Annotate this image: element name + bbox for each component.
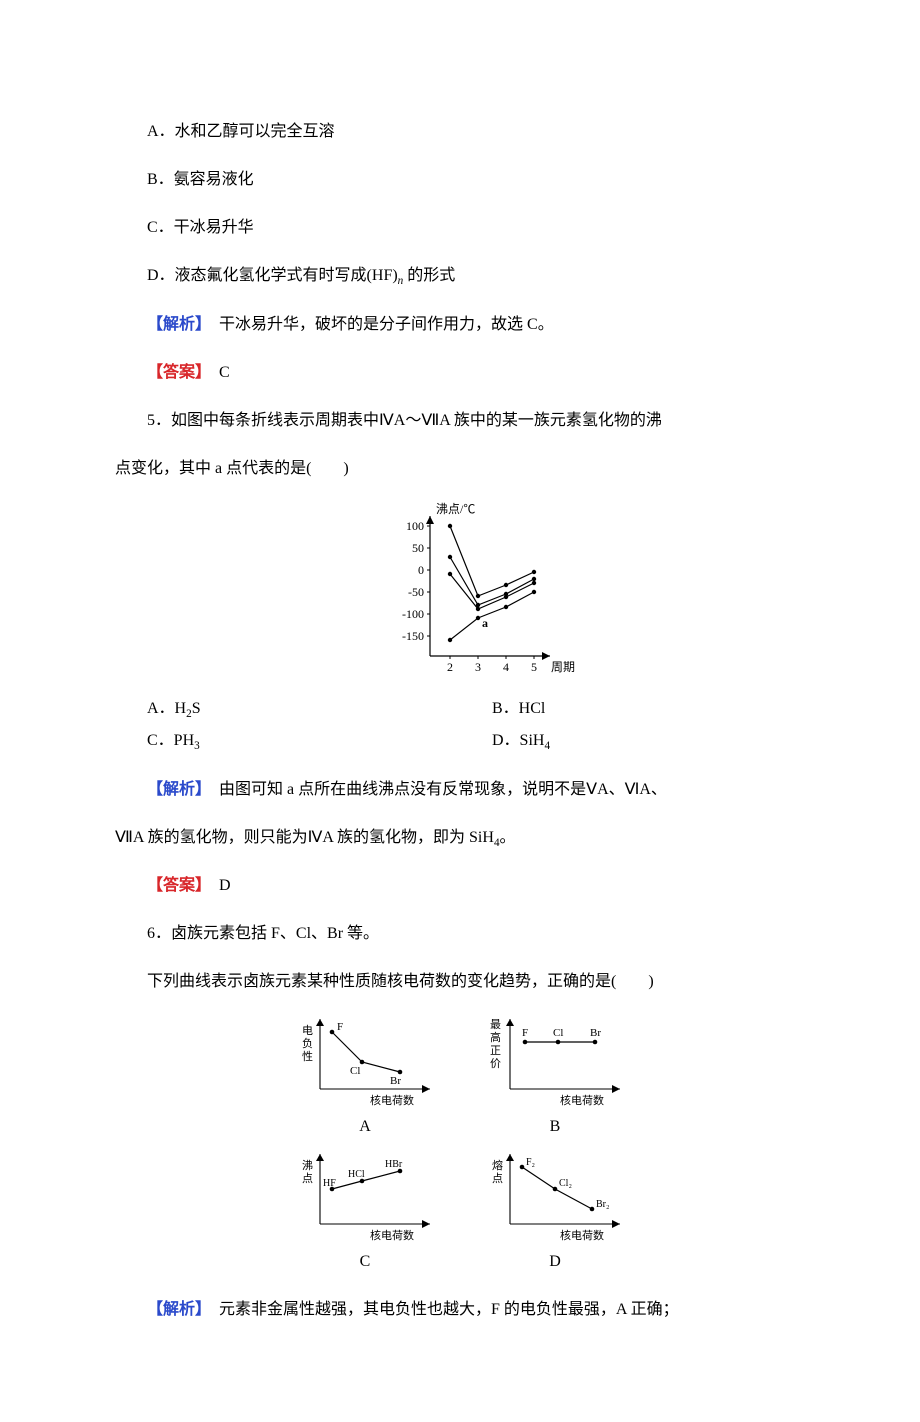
q5-explain-label: 【解析】 <box>147 781 203 798</box>
svg-text:HF: HF <box>323 1178 336 1189</box>
svg-text:点: 点 <box>302 1172 313 1185</box>
q5-explain-line2: ⅦA 族的氢化物，则只能为ⅣA 族的氢化物，即为 SiH4。 <box>115 822 805 855</box>
q5-explain1: 由图可知 a 点所在曲线沸点没有反常现象，说明不是ⅤA、ⅥA、 <box>203 781 667 798</box>
svg-text:Cl₂: Cl₂ <box>559 1178 572 1189</box>
svg-text:Br: Br <box>390 1075 401 1087</box>
svg-text:沸: 沸 <box>302 1159 313 1172</box>
svg-text:Cl: Cl <box>350 1065 360 1077</box>
q4-explain-line: 【解析】 干冰易升华，破坏的是分子间作用力，故选 C。 <box>115 309 805 341</box>
q5-option-a: A．H2S <box>115 693 460 726</box>
q5-option-b: B．HCl <box>460 693 805 726</box>
q6-stem-line1: 6．卤族元素包括 F、Cl、Br 等。 <box>115 918 805 950</box>
q5-explain2: ⅦA 族的氢化物，则只能为ⅣA 族的氢化物，即为 SiH <box>115 829 494 846</box>
q6-explain-line: 【解析】 元素非金属性越强，其电负性也越大，F 的电负性最强，A 正确； <box>115 1294 805 1326</box>
q6-chart-b: 最 高 正 价 核电荷数 F Cl Br B <box>480 1014 630 1143</box>
svg-text:最: 最 <box>490 1018 501 1031</box>
svg-text:50: 50 <box>412 541 424 555</box>
q4-explain-label: 【解析】 <box>147 316 203 333</box>
svg-text:4: 4 <box>503 660 509 674</box>
q5-answer-line: 【答案】 D <box>115 870 805 902</box>
q5-stem-line1: 5．如图中每条折线表示周期表中ⅣA～ⅦA 族中的某一族元素氢化物的沸 <box>115 405 805 437</box>
q4-explain-text: 干冰易升华，破坏的是分子间作用力，故选 C。 <box>203 316 554 333</box>
q5-answer-label: 【答案】 <box>147 877 203 894</box>
q6-label-a: A <box>359 1111 371 1143</box>
svg-text:-100: -100 <box>402 607 424 621</box>
svg-text:0: 0 <box>418 563 424 577</box>
q4-answer-line: 【答案】 C <box>115 357 805 389</box>
svg-text:核电荷数: 核电荷数 <box>370 1228 414 1242</box>
q5-marker-a: a <box>482 616 488 630</box>
svg-text:核电荷数: 核电荷数 <box>560 1093 604 1107</box>
q6-charts-row2: 沸 点 核电荷数 HF HCl HBr C 熔 点 <box>115 1149 805 1278</box>
q4-option-d: D．液态氟化氢化学式有时写成(HF)n 的形式 <box>115 260 805 293</box>
svg-text:2: 2 <box>447 660 453 674</box>
q5-explain-line1: 【解析】 由图可知 a 点所在曲线沸点没有反常现象，说明不是ⅤA、ⅥA、 <box>115 774 805 806</box>
svg-text:F: F <box>522 1027 528 1039</box>
q6-chart-d: 熔 点 核电荷数 F₂ Cl₂ Br₂ D <box>480 1149 630 1278</box>
q5-answer-text: D <box>203 877 231 894</box>
q6-charts-row1: 电 负 性 核电荷数 F Cl Br A 最 高 正 价 <box>115 1014 805 1143</box>
q5-explain2-post: 。 <box>500 829 516 846</box>
q4-optd-pre: D．液态氟化氢化学式有时写成(HF) <box>147 267 398 284</box>
q5-options-row2: C．PH3 D．SiH4 <box>115 725 805 758</box>
svg-text:100: 100 <box>406 519 424 533</box>
svg-text:5: 5 <box>531 660 537 674</box>
svg-text:电: 电 <box>302 1024 313 1037</box>
q5-options-row1: A．H2S B．HCl <box>115 693 805 726</box>
svg-text:3: 3 <box>475 660 481 674</box>
q4-answer-label: 【答案】 <box>147 364 203 381</box>
q5-yticks: 100 50 0 -50 -100 -150 <box>402 519 430 643</box>
q4-optd-post: 的形式 <box>403 267 455 284</box>
q5-chart-svg: 沸点/℃ 100 50 0 -50 -100 -150 <box>350 501 570 681</box>
q5-stem-line2: 点变化，其中 a 点代表的是( ) <box>115 453 805 485</box>
q5-option-d: D．SiH4 <box>460 725 805 758</box>
svg-text:HCl: HCl <box>348 1169 365 1180</box>
svg-text:负: 负 <box>302 1036 313 1050</box>
q4-option-c: C．干冰易升华 <box>115 212 805 244</box>
q4-option-a: A．水和乙醇可以完全互溶 <box>115 116 805 148</box>
svg-text:核电荷数: 核电荷数 <box>560 1228 604 1242</box>
q6-label-c: C <box>360 1246 371 1278</box>
svg-text:高: 高 <box>490 1030 501 1044</box>
svg-text:核电荷数: 核电荷数 <box>370 1093 414 1107</box>
q6-label-b: B <box>550 1111 561 1143</box>
q5-option-c: C．PH3 <box>115 725 460 758</box>
q6-explain-text: 元素非金属性越强，其电负性也越大，F 的电负性最强，A 正确； <box>203 1301 679 1318</box>
svg-text:熔: 熔 <box>492 1158 503 1172</box>
q6-label-d: D <box>549 1246 561 1278</box>
svg-text:价: 价 <box>490 1057 501 1070</box>
q6-chart-a: 电 负 性 核电荷数 F Cl Br A <box>290 1014 440 1143</box>
svg-text:HBr: HBr <box>385 1159 403 1170</box>
svg-text:-50: -50 <box>408 585 424 599</box>
page: A．水和乙醇可以完全互溶 B．氨容易液化 C．干冰易升华 D．液态氟化氢化学式有… <box>0 0 920 1422</box>
svg-text:正: 正 <box>490 1045 501 1057</box>
q6-stem-line2: 下列曲线表示卤族元素某种性质随核电荷数的变化趋势，正确的是( ) <box>115 966 805 998</box>
svg-text:Br₂: Br₂ <box>596 1199 610 1210</box>
q5-y-label: 沸点/℃ <box>436 502 475 516</box>
q4-answer-text: C <box>203 364 230 381</box>
svg-text:Br: Br <box>590 1027 601 1039</box>
svg-text:-150: -150 <box>402 629 424 643</box>
q5-chart: 沸点/℃ 100 50 0 -50 -100 -150 <box>115 501 805 693</box>
q6-chart-c: 沸 点 核电荷数 HF HCl HBr C <box>290 1149 440 1278</box>
svg-text:周期: 周期 <box>551 660 575 674</box>
svg-text:Cl: Cl <box>553 1027 563 1039</box>
q4-option-b: B．氨容易液化 <box>115 164 805 196</box>
svg-text:F: F <box>337 1021 343 1033</box>
svg-text:F₂: F₂ <box>526 1157 535 1168</box>
svg-text:点: 点 <box>492 1172 503 1185</box>
svg-text:性: 性 <box>302 1049 313 1063</box>
q6-explain-label: 【解析】 <box>147 1301 203 1318</box>
q5-xticks: 2 3 4 5 周期 <box>447 656 575 674</box>
